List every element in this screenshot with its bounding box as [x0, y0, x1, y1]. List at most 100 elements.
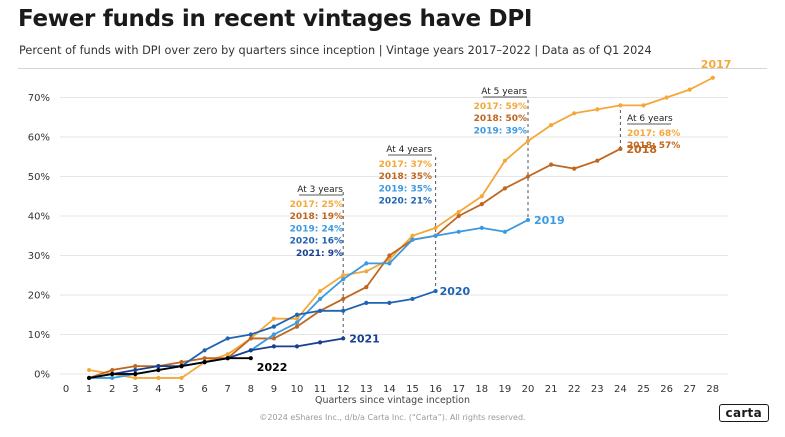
x-tick-label: 6: [201, 384, 207, 395]
data-point-2017: [271, 316, 276, 321]
data-point-2022: [133, 371, 138, 377]
data-point-2018: [479, 202, 484, 207]
data-point-2017: [549, 123, 554, 128]
series-end-label-2018: 2018: [626, 143, 657, 156]
data-point-2017: [502, 158, 507, 163]
series-end-label-2022: 2022: [257, 361, 288, 374]
data-point-2017: [641, 103, 646, 108]
x-tick-label: 1: [86, 384, 92, 395]
data-point-2018: [341, 296, 346, 302]
data-point-2020: [271, 324, 276, 329]
x-tick-label: 10: [291, 384, 304, 395]
annotation-label: 2018: 50%: [474, 114, 527, 124]
data-point-2018: [248, 336, 253, 341]
annotation-title: At 6 years: [627, 114, 673, 124]
data-point-2021: [318, 340, 323, 345]
series-end-label-2020: 2020: [440, 285, 471, 298]
annotation-title: At 3 years: [297, 185, 343, 195]
data-point-2017: [687, 87, 692, 92]
data-point-2019: [433, 233, 438, 238]
data-point-2017: [294, 316, 300, 321]
data-point-2018: [456, 213, 461, 219]
data-point-2021: [248, 348, 253, 353]
annotation-label: 2017: 37%: [379, 160, 432, 170]
x-tick-label: 21: [545, 384, 558, 395]
data-point-2018: [133, 364, 138, 369]
x-tick-label: 2: [109, 384, 115, 395]
data-point-2021: [271, 344, 276, 349]
annotation-label: 2017: 59%: [474, 102, 527, 112]
data-point-2022: [179, 364, 184, 369]
annotation-label: 2018: 35%: [379, 172, 432, 182]
header-divider: [18, 68, 767, 69]
chart-subtitle: Percent of funds with DPI over zero by q…: [19, 44, 652, 57]
data-point-2019: [318, 296, 323, 302]
x-tick-label: 26: [660, 384, 673, 395]
annotation-label: 2017: 68%: [627, 129, 680, 139]
x-tick-label: 4: [155, 384, 161, 395]
data-point-2018: [387, 253, 392, 258]
y-tick-label: 30%: [28, 251, 50, 262]
annotation-label: 2018: 57%: [627, 141, 680, 151]
copyright-footer: ©2024 eShares Inc., d/b/a Carta Inc. (“C…: [259, 413, 526, 422]
data-point-2022: [248, 356, 253, 361]
x-tick-label: 3: [132, 384, 138, 395]
data-point-2020: [225, 336, 230, 341]
data-point-2021: [133, 367, 138, 373]
data-point-2019: [364, 261, 369, 266]
data-point-2021: [156, 364, 161, 369]
x-tick-label: 23: [591, 384, 604, 395]
x-tick-label: 27: [683, 384, 696, 395]
data-point-2020: [387, 300, 392, 305]
data-point-2017: [341, 273, 346, 278]
data-point-2022: [87, 375, 92, 381]
annotation-label: 2020: 16%: [290, 237, 343, 247]
carta-logo[interactable]: carta: [718, 404, 769, 422]
annotation-label: 2021: 9%: [296, 249, 343, 259]
annotation-title: At 5 years: [481, 87, 527, 97]
x-tick-label: 5: [178, 384, 184, 395]
data-point-2017: [572, 111, 577, 116]
data-point-2020: [433, 288, 438, 294]
data-point-2017: [433, 225, 438, 230]
data-point-2018: [525, 174, 531, 179]
data-point-2019: [502, 229, 507, 234]
data-point-2019: [410, 237, 415, 242]
data-point-2022: [156, 367, 161, 373]
data-point-2018: [364, 285, 369, 290]
x-tick-label: 18: [475, 384, 488, 395]
data-point-2017: [225, 352, 230, 357]
x-tick-label: 28: [706, 384, 719, 395]
data-point-2022: [110, 371, 115, 377]
data-point-2019: [387, 261, 392, 266]
series-line-2017: [88, 76, 714, 379]
y-tick-label: 40%: [28, 212, 50, 223]
data-point-2020: [410, 296, 415, 302]
data-point-2017: [664, 95, 669, 100]
data-point-2018: [618, 146, 623, 151]
data-point-2021: [341, 336, 346, 341]
x-tick-label: 22: [568, 384, 581, 395]
annotation-label: 2019: 35%: [379, 184, 432, 194]
data-point-2020: [341, 308, 346, 313]
y-tick-label: 50%: [28, 172, 50, 183]
data-point-2018: [595, 158, 600, 163]
data-point-2018: [179, 360, 184, 365]
y-tick-label: 10%: [28, 330, 50, 341]
data-point-2018: [502, 186, 507, 191]
data-point-2017: [410, 233, 415, 238]
data-point-2017: [710, 75, 715, 80]
data-point-2017: [595, 107, 600, 112]
x-tick-label: 13: [360, 384, 373, 395]
x-tick-label: 14: [383, 384, 396, 395]
data-point-2018: [110, 367, 115, 373]
data-point-2022: [202, 360, 207, 365]
data-point-2020: [364, 300, 369, 305]
data-point-2017: [156, 375, 161, 381]
x-tick-label: 12: [337, 384, 350, 395]
data-point-2021: [294, 344, 300, 349]
y-tick-label: 70%: [28, 93, 50, 104]
data-point-2017: [318, 288, 323, 294]
x-tick-label: 9: [271, 384, 277, 395]
